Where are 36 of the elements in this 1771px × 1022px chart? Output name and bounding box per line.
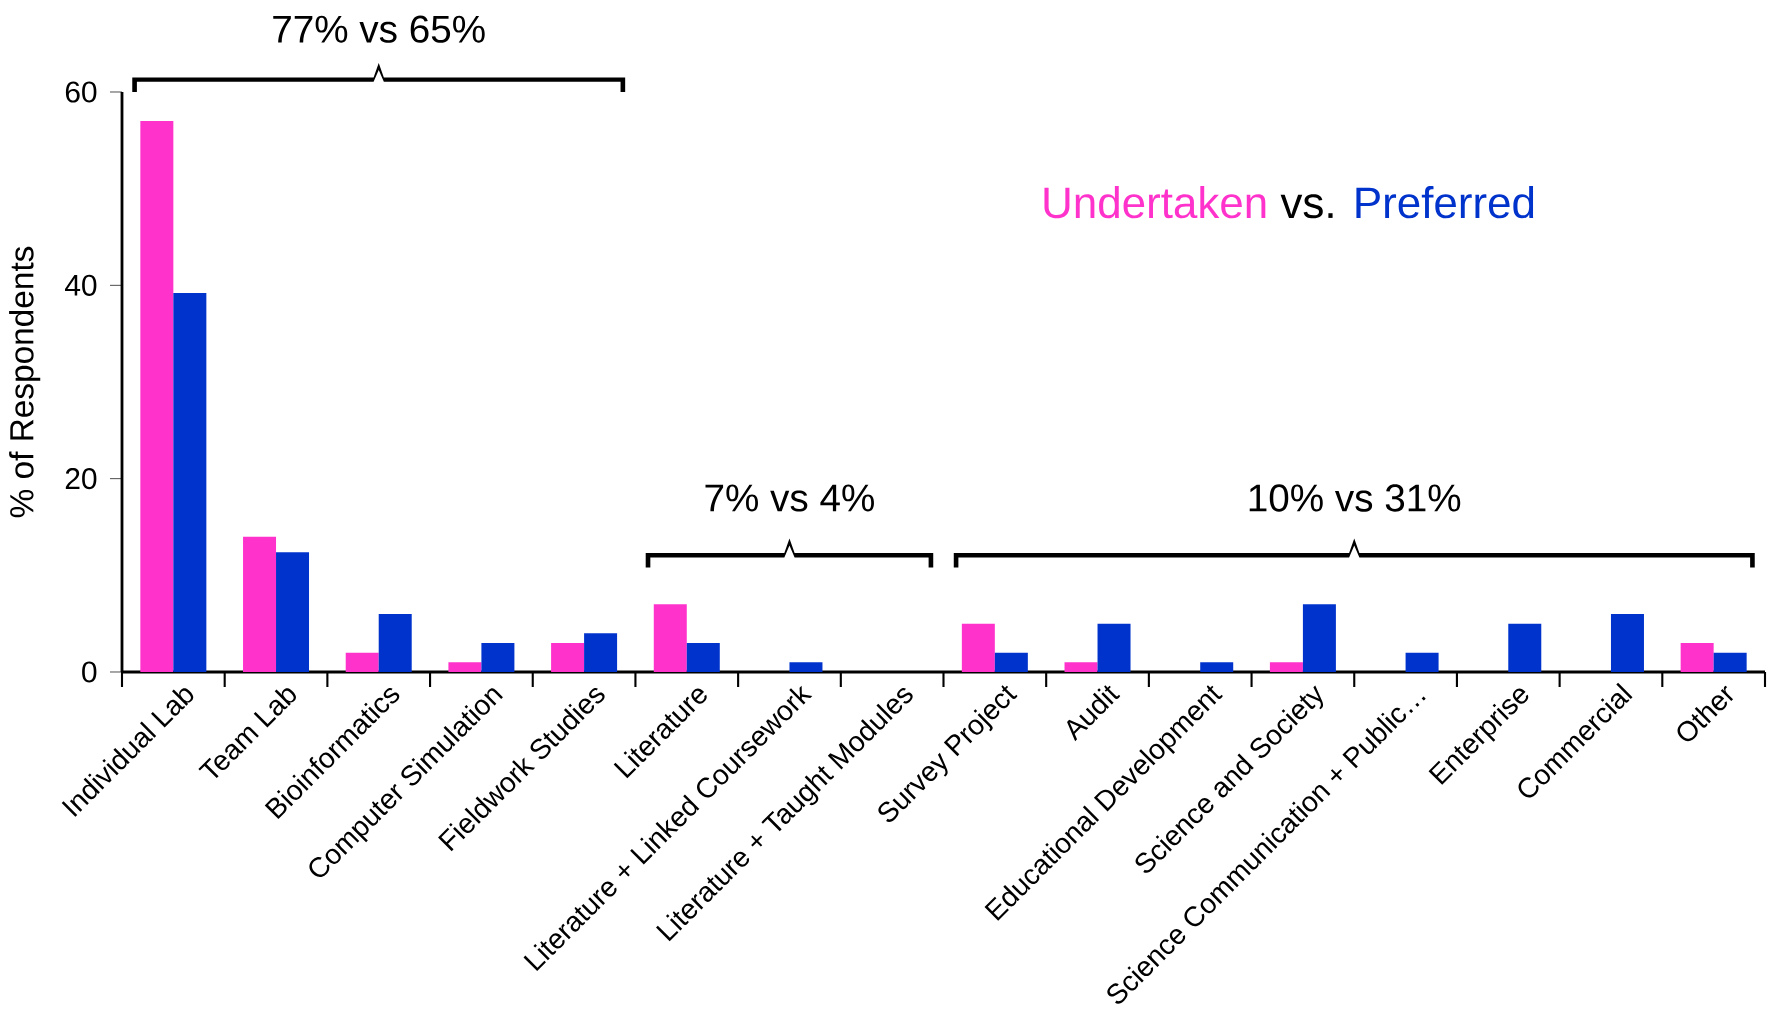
text: 77% vs 65%	[273, 15, 485, 43]
annotation: vs.	[1280, 194, 1333, 219]
bar	[1713, 652, 1747, 672]
bar	[378, 613, 412, 672]
bar	[276, 552, 310, 672]
bar	[789, 662, 823, 672]
bar	[551, 642, 585, 672]
bar	[1200, 662, 1234, 672]
bar	[1680, 642, 1714, 672]
bar	[481, 642, 515, 672]
y-tick-label: 60	[65, 81, 97, 103]
bar	[243, 536, 277, 672]
bar	[686, 642, 720, 672]
bar	[140, 121, 174, 672]
bar	[653, 604, 687, 672]
y-tick-label: 20	[65, 468, 97, 490]
bar	[1405, 652, 1439, 672]
bar	[1269, 662, 1303, 672]
bar	[1610, 613, 1644, 672]
bar	[1302, 604, 1336, 672]
bar	[584, 633, 618, 672]
bar	[448, 662, 482, 672]
y-tick-label: 0	[82, 661, 97, 683]
bar	[1064, 662, 1098, 672]
bar	[1097, 623, 1131, 672]
y-tick-label: 40	[65, 274, 97, 296]
text: Preferred	[1356, 186, 1534, 219]
bar	[1508, 623, 1542, 672]
text: Undertaken	[1044, 186, 1266, 219]
bar	[173, 293, 207, 672]
bar	[345, 652, 379, 672]
annotation: 7% vs 4%	[705, 484, 874, 512]
bar	[961, 623, 995, 672]
annotation: 10% vs 31%	[1249, 484, 1461, 512]
y-axis-title: % of Respondents	[9, 246, 41, 518]
bar	[994, 652, 1028, 672]
